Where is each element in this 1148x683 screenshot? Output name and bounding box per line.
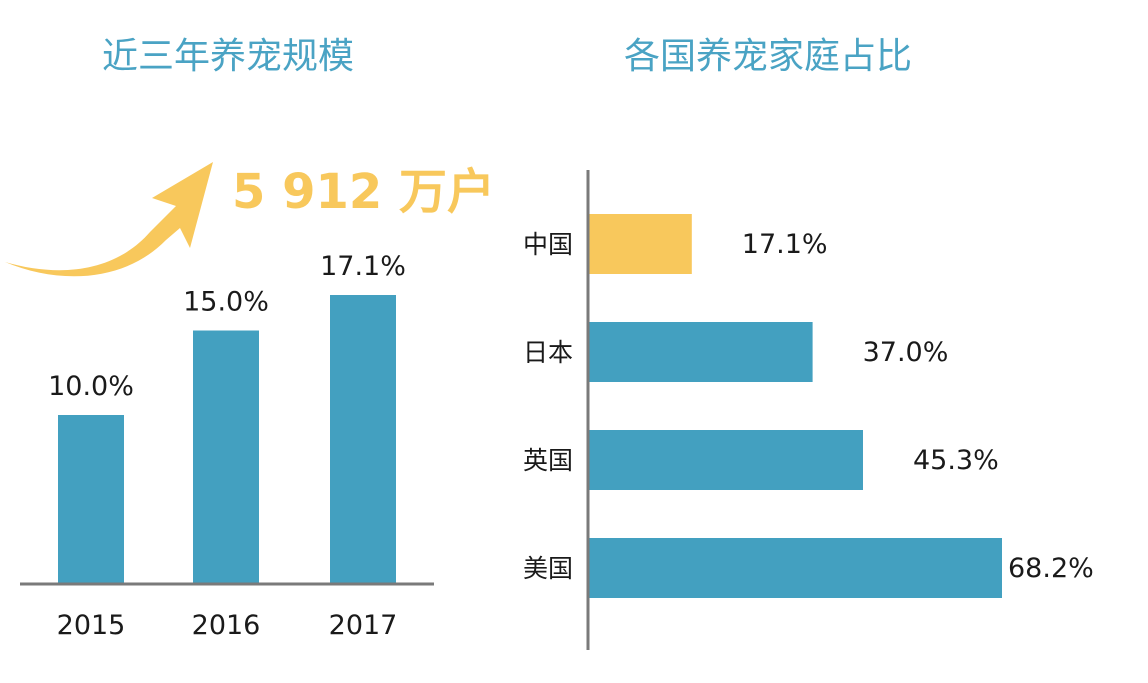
value-label-中国: 17.1% (742, 229, 828, 260)
bar-日本 (588, 322, 813, 382)
value-label-日本: 37.0% (863, 337, 949, 368)
y-tick-label-美国: 美国 (523, 554, 573, 583)
bar-英国 (588, 430, 863, 490)
value-label-2016: 15.0% (183, 287, 269, 318)
value-label-英国: 45.3% (913, 445, 999, 476)
value-label-2017: 17.1% (320, 251, 406, 282)
bar-2016 (193, 330, 259, 584)
growth-arrow-icon (5, 162, 213, 277)
bar-2017 (330, 295, 396, 584)
bar-美国 (588, 538, 1002, 598)
y-tick-label-英国: 英国 (523, 446, 573, 475)
value-label-2015: 10.0% (48, 371, 134, 402)
y-tick-label-中国: 中国 (523, 230, 573, 259)
x-tick-label-2017: 2017 (329, 610, 398, 641)
x-tick-label-2015: 2015 (57, 610, 126, 641)
right-chart-title: 各国养宠家庭占比 (624, 36, 912, 77)
x-tick-label-2016: 2016 (192, 610, 261, 641)
value-label-美国: 68.2% (1008, 553, 1094, 584)
left-bar-chart: 10.0% 2015 15.0% 2016 17.1% 2017 (20, 251, 434, 641)
y-tick-label-日本: 日本 (523, 338, 573, 367)
total-households-annotation: 5 912 万户 (232, 164, 495, 220)
left-chart-title: 近三年养宠规模 (102, 36, 354, 77)
bar-2015 (58, 415, 124, 584)
bar-中国 (588, 214, 692, 274)
right-bar-chart: 中国 17.1% 日本 37.0% 英国 45.3% 美国 68.2% (523, 170, 1094, 650)
